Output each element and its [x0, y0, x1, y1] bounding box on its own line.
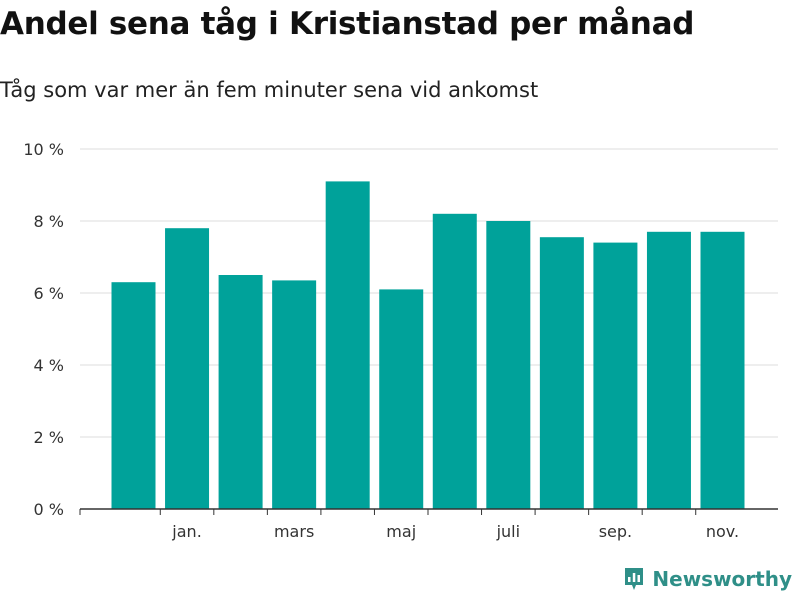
x-tick-label: jan. — [171, 522, 201, 541]
brand-logo: Newsworthy — [623, 566, 792, 592]
bar-mars — [272, 280, 317, 509]
x-tick-label: juli — [496, 522, 520, 541]
newsworthy-logo-icon — [625, 568, 644, 590]
bar-maj — [379, 289, 424, 509]
bars — [111, 181, 745, 510]
bar-juli — [486, 221, 531, 509]
x-tick-label: sep. — [599, 522, 632, 541]
bar-sep — [593, 242, 638, 509]
bar-jan — [165, 228, 210, 509]
y-tick-label: 2 % — [34, 428, 64, 447]
chart-title: Andel sena tåg i Kristianstad per månad — [0, 6, 695, 42]
x-axis: jan. mars maj juli sep. nov. — [79, 508, 778, 541]
chart-subtitle: Tåg som var mer än fem minuter sena vid … — [0, 78, 539, 102]
y-tick-label: 10 % — [23, 140, 64, 159]
x-tick-label: mars — [274, 522, 314, 541]
x-tick-label: maj — [386, 522, 416, 541]
y-tick-label: 4 % — [34, 356, 64, 375]
bar-apr — [325, 181, 370, 509]
bar-nov — [700, 231, 745, 510]
bar-feb — [218, 275, 263, 509]
bar-dec — [111, 282, 156, 509]
y-tick-label: 8 % — [34, 212, 64, 231]
y-tick-label: 6 % — [34, 284, 64, 303]
x-tick-label: nov. — [706, 522, 739, 541]
bar-okt — [646, 231, 691, 510]
y-tick-label: 0 % — [34, 500, 64, 519]
bar-juni — [432, 213, 477, 510]
brand-name: Newsworthy — [652, 567, 792, 591]
y-axis-ticks: 0 % 2 % 4 % 6 % 8 % 10 % — [23, 140, 64, 519]
bar-aug — [539, 237, 584, 509]
